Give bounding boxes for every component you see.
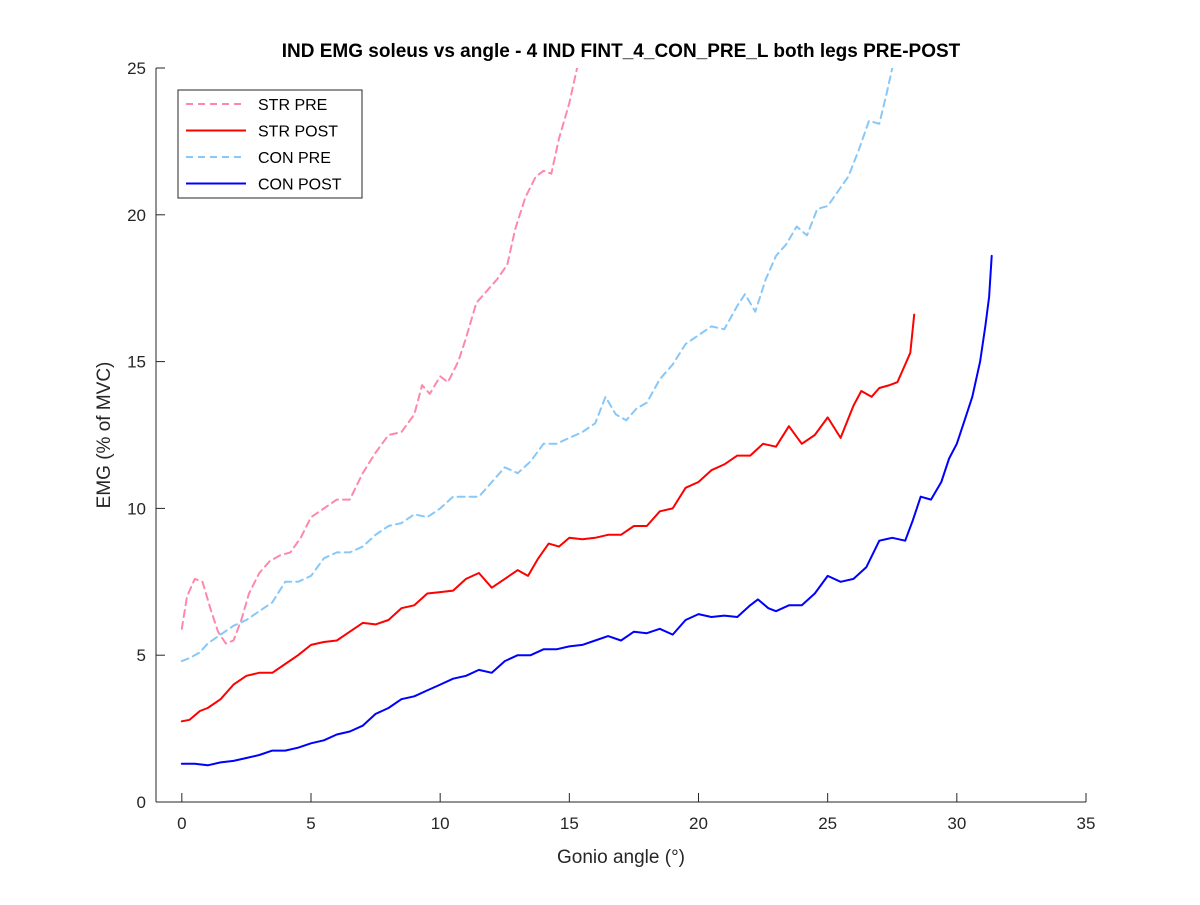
y-tick-label: 15 <box>127 353 146 372</box>
y-axis-label: EMG (% of MVC) <box>94 362 115 509</box>
y-tick-label: 10 <box>127 499 146 518</box>
series-layer <box>180 68 993 767</box>
x-tick-label: 15 <box>560 814 579 833</box>
y-tick-label: 20 <box>127 206 146 225</box>
x-tick-label: 35 <box>1077 814 1096 833</box>
chart-title: IND EMG soleus vs angle - 4 IND FINT_4_C… <box>282 41 961 62</box>
x-tick-label: 5 <box>306 814 315 833</box>
series-line-str-pre <box>180 68 579 645</box>
x-tick-label: 20 <box>689 814 708 833</box>
y-tick-label: 25 <box>127 59 146 78</box>
legend-label: CON PRE <box>258 150 331 167</box>
x-tick-label: 10 <box>431 814 450 833</box>
x-tick-label: 25 <box>818 814 837 833</box>
x-tick-label: 30 <box>947 814 966 833</box>
series-line-con-post <box>180 254 993 767</box>
x-tick-label: 0 <box>177 814 186 833</box>
axes-layer: 0 5 10 15 20 25 30 35 0 5 10 15 20 25 <box>127 59 1095 833</box>
series-line-con-pre <box>180 68 894 663</box>
legend-box <box>177 89 363 199</box>
y-tick-label: 0 <box>137 793 146 812</box>
x-axis-label: Gonio angle (°) <box>557 847 685 868</box>
y-tick-label: 5 <box>137 646 146 665</box>
legend-label: CON POST <box>258 177 342 194</box>
legend-label: STR POST <box>258 124 338 141</box>
legend: STR PRE STR POST CON PRE CON POST <box>177 89 363 199</box>
legend-label: STR PRE <box>258 97 327 114</box>
series-line-str-post <box>180 313 916 723</box>
